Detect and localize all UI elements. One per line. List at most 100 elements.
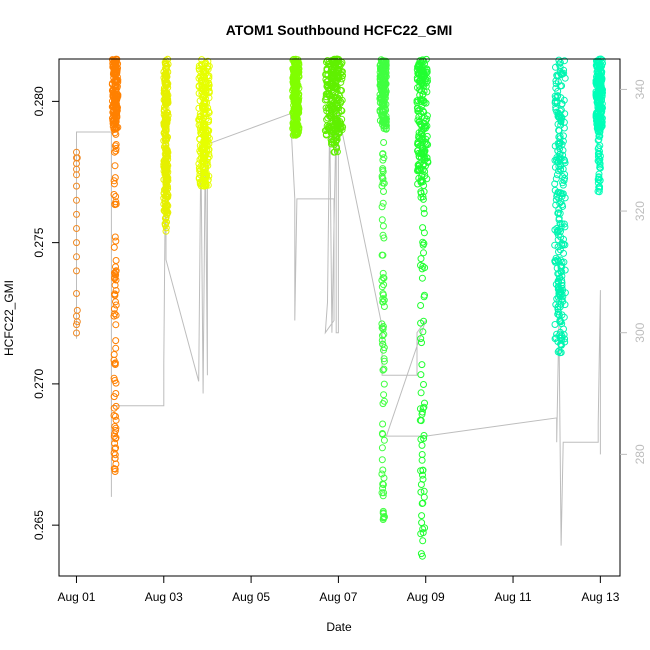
data-point [420, 205, 428, 213]
data-point [327, 82, 335, 90]
x-axis: Aug 01 Aug 03 Aug 05 Aug 07 Aug 09 Aug 11 Aug … [57, 576, 620, 604]
data-point [111, 274, 119, 282]
data-point [380, 397, 388, 405]
data-point [558, 114, 566, 122]
data-point [380, 346, 387, 354]
data-point [163, 147, 170, 155]
data-point [162, 132, 170, 140]
x-tick-label: Aug 09 [407, 590, 445, 604]
data-point [112, 444, 120, 452]
data-point [291, 71, 299, 79]
data-point [417, 95, 425, 103]
data-point [557, 233, 565, 241]
data-point [73, 239, 80, 247]
data-point [379, 420, 387, 428]
data-point [418, 512, 426, 520]
data-point [420, 403, 428, 411]
data-point [551, 180, 559, 188]
data-point [596, 177, 604, 185]
data-point [379, 492, 387, 500]
data-point [199, 165, 207, 173]
series-9 [592, 55, 606, 196]
data-point [162, 70, 170, 78]
data-point [200, 151, 208, 158]
data-point [595, 132, 603, 140]
data-point [596, 91, 604, 99]
data-point [418, 500, 426, 507]
x-tick-label: Aug 07 [319, 590, 357, 604]
data-point [594, 157, 602, 165]
data-point [559, 181, 567, 189]
y-tick-label: 0.275 [32, 227, 46, 257]
data-point [292, 118, 300, 125]
data-point [596, 61, 604, 69]
data-point [556, 328, 564, 336]
data-point [555, 270, 563, 278]
data-point [196, 178, 204, 186]
data-point [418, 339, 425, 347]
data-point [417, 165, 425, 173]
series-5 [321, 55, 347, 156]
data-point [417, 68, 425, 76]
data-point [111, 63, 119, 71]
data-point [162, 127, 170, 135]
data-point [379, 366, 387, 374]
data-point [337, 106, 345, 114]
data-point [380, 274, 388, 282]
data-point [162, 93, 170, 100]
data-point [380, 296, 388, 304]
data-point [596, 95, 604, 103]
data-point [112, 130, 120, 138]
data-point [417, 488, 425, 496]
data-point [202, 83, 209, 91]
data-point [330, 148, 338, 156]
data-point [380, 100, 388, 108]
data-point [421, 291, 428, 299]
data-point [200, 68, 208, 76]
data-point [73, 253, 80, 261]
data-point [380, 291, 387, 299]
data-point [554, 338, 562, 346]
data-point [553, 71, 561, 79]
data-point [163, 172, 171, 180]
data-point [419, 68, 427, 76]
data-point [379, 121, 387, 129]
data-point [556, 107, 564, 115]
data-point [418, 552, 426, 560]
data-point [199, 150, 207, 158]
data-point [200, 85, 207, 93]
data-point [422, 139, 430, 147]
data-point [419, 328, 427, 336]
data-point [423, 115, 431, 123]
data-point [112, 109, 120, 116]
data-point [561, 170, 569, 178]
data-point [419, 238, 427, 246]
data-point [331, 83, 339, 91]
data-point [112, 124, 120, 132]
data-point [73, 290, 80, 297]
data-point [201, 172, 209, 180]
data-point [594, 176, 602, 184]
data-point [594, 153, 602, 161]
data-point [162, 218, 170, 226]
data-point [554, 227, 562, 234]
data-point [558, 320, 566, 328]
data-point [112, 257, 120, 264]
data-point [424, 158, 432, 166]
data-point [594, 136, 602, 144]
data-point [556, 59, 564, 67]
data-point [112, 271, 120, 279]
data-point [111, 233, 119, 241]
data-point [112, 460, 120, 468]
data-point [111, 281, 119, 289]
y-axis-label: HCFC22_GMI [2, 280, 16, 356]
data-point [421, 264, 429, 272]
data-point [596, 128, 604, 136]
data-point [557, 121, 565, 129]
data-point [417, 177, 425, 185]
data-point [73, 182, 80, 190]
data-point [291, 84, 299, 92]
data-point [595, 117, 603, 125]
data-point [379, 96, 387, 104]
